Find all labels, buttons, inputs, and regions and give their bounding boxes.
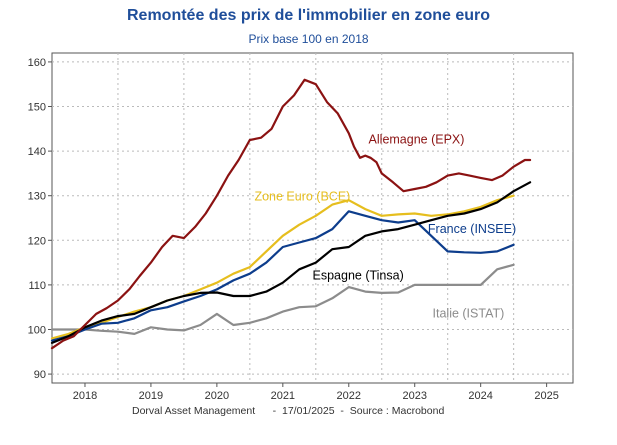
footer-author: Dorval Asset Management	[132, 405, 256, 417]
series-label: Zone Euro (BCE)	[254, 190, 350, 204]
series-line	[50, 194, 515, 340]
y-tick-label: 150	[28, 102, 46, 114]
y-tick-label: 100	[28, 324, 46, 336]
x-tick-label: 2024	[468, 390, 492, 402]
x-tick-label: 2019	[139, 390, 163, 402]
x-tick-label: 2021	[271, 390, 295, 402]
x-tick-label: 2023	[402, 390, 426, 402]
y-tick-label: 120	[28, 235, 46, 247]
x-tick-label: 2020	[205, 390, 229, 402]
footer-separator: -	[334, 405, 350, 417]
chart-footer: Dorval Asset Management - 17/01/2025 - S…	[132, 405, 444, 417]
x-tick-label: 2022	[337, 390, 361, 402]
series-label: France (INSEE)	[428, 222, 516, 236]
y-tick-label: 130	[28, 191, 46, 203]
footer-source: Source : Macrobond	[349, 405, 445, 417]
series-label: Allemagne (EPX)	[369, 133, 465, 147]
series-label: Italie (ISTAT)	[433, 306, 505, 320]
plot-frame	[51, 52, 574, 384]
series-line	[50, 210, 515, 342]
x-tick-label: 2018	[73, 390, 97, 402]
series-line	[50, 181, 532, 344]
chart-subtitle: Prix base 100 en 2018	[248, 32, 369, 46]
y-tick-label: 140	[28, 146, 46, 158]
footer-date: 17/01/2025	[282, 405, 335, 417]
chart-title: Remontée des prix de l'immobilier en zon…	[127, 7, 490, 24]
x-tick-label: 2025	[534, 390, 558, 402]
series-line	[50, 263, 515, 335]
y-tick-label: 110	[28, 280, 46, 292]
series-line	[50, 78, 532, 350]
y-tick-label: 160	[28, 57, 46, 69]
y-tick-label: 90	[34, 369, 46, 381]
footer-separator: -	[255, 405, 282, 417]
series-label: Espagne (Tinsa)	[313, 269, 404, 283]
